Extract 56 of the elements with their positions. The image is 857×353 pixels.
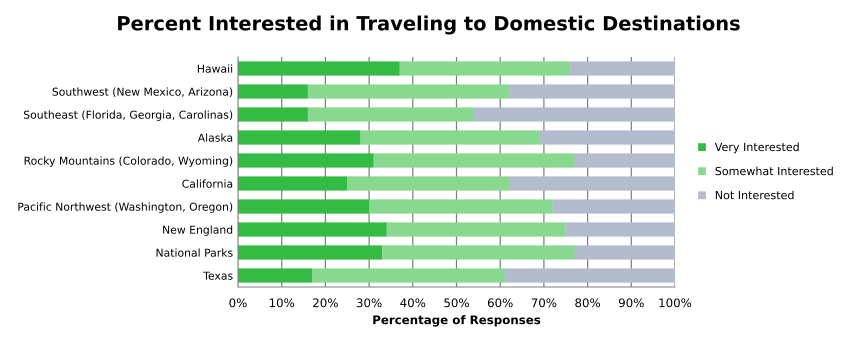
y-tick-label: Hawaii bbox=[198, 64, 232, 73]
x-tick-label: 30% bbox=[356, 298, 382, 308]
bar bbox=[508, 176, 675, 191]
y-tick-label: Pacific Northwest (Washington, Oregon) bbox=[18, 202, 232, 213]
bar bbox=[570, 61, 675, 76]
y-tick-label: Southwest (New Mexico, Arizona) bbox=[52, 87, 232, 98]
bar bbox=[540, 130, 675, 145]
legend-label: Somewhat Interested bbox=[716, 166, 833, 176]
bar bbox=[238, 61, 400, 76]
y-tick-label: Alaska bbox=[198, 133, 232, 142]
x-tick-label: 100% bbox=[659, 298, 692, 308]
x-tick-label: 90% bbox=[618, 298, 644, 308]
x-axis-title: Percentage of Responses bbox=[373, 315, 540, 327]
bar bbox=[238, 84, 308, 99]
bar bbox=[552, 199, 675, 214]
chart-title: Percent Interested in Traveling to Domestic Destinations bbox=[118, 16, 740, 34]
bar bbox=[360, 130, 540, 145]
bar bbox=[238, 222, 387, 237]
bar bbox=[574, 245, 675, 260]
bar bbox=[238, 268, 312, 283]
x-tick-label: 40% bbox=[400, 298, 426, 308]
x-tick-label: 60% bbox=[488, 298, 513, 308]
bar bbox=[238, 245, 382, 260]
bar bbox=[373, 153, 574, 168]
y-tick-label: New England bbox=[163, 225, 232, 236]
bar bbox=[308, 84, 509, 99]
y-tick-label: National Parks bbox=[156, 248, 233, 257]
bar bbox=[238, 199, 370, 214]
x-tick-label: 10% bbox=[270, 298, 294, 308]
y-tick-label: Southeast (Florida, Georgia, Carolinas) bbox=[24, 110, 232, 121]
legend-label: Very Interested bbox=[714, 142, 799, 154]
bar bbox=[566, 222, 675, 237]
bar bbox=[386, 222, 566, 237]
y-tick-label: Rocky Mountains (Colorado, Wyoming) bbox=[24, 156, 232, 167]
bar bbox=[508, 84, 675, 99]
bar bbox=[400, 61, 570, 76]
bar bbox=[504, 268, 675, 283]
bar bbox=[238, 107, 308, 122]
bar bbox=[574, 153, 675, 168]
bar bbox=[238, 130, 360, 145]
bar bbox=[238, 153, 374, 168]
bar bbox=[308, 107, 474, 122]
bar bbox=[238, 176, 348, 191]
bar bbox=[369, 199, 553, 214]
bar bbox=[474, 107, 675, 122]
legend-label: Not Interested bbox=[716, 190, 794, 200]
bar bbox=[347, 176, 509, 191]
y-tick-label: California bbox=[182, 179, 232, 188]
y-tick-label: Texas bbox=[203, 272, 233, 280]
x-tick-label: 80% bbox=[575, 298, 600, 308]
x-tick-label: 0% bbox=[229, 298, 247, 308]
x-tick-label: 50% bbox=[444, 298, 469, 308]
bar bbox=[382, 245, 574, 260]
x-tick-label: 70% bbox=[532, 298, 556, 308]
x-tick-label: 20% bbox=[313, 298, 338, 308]
bar bbox=[312, 268, 505, 283]
